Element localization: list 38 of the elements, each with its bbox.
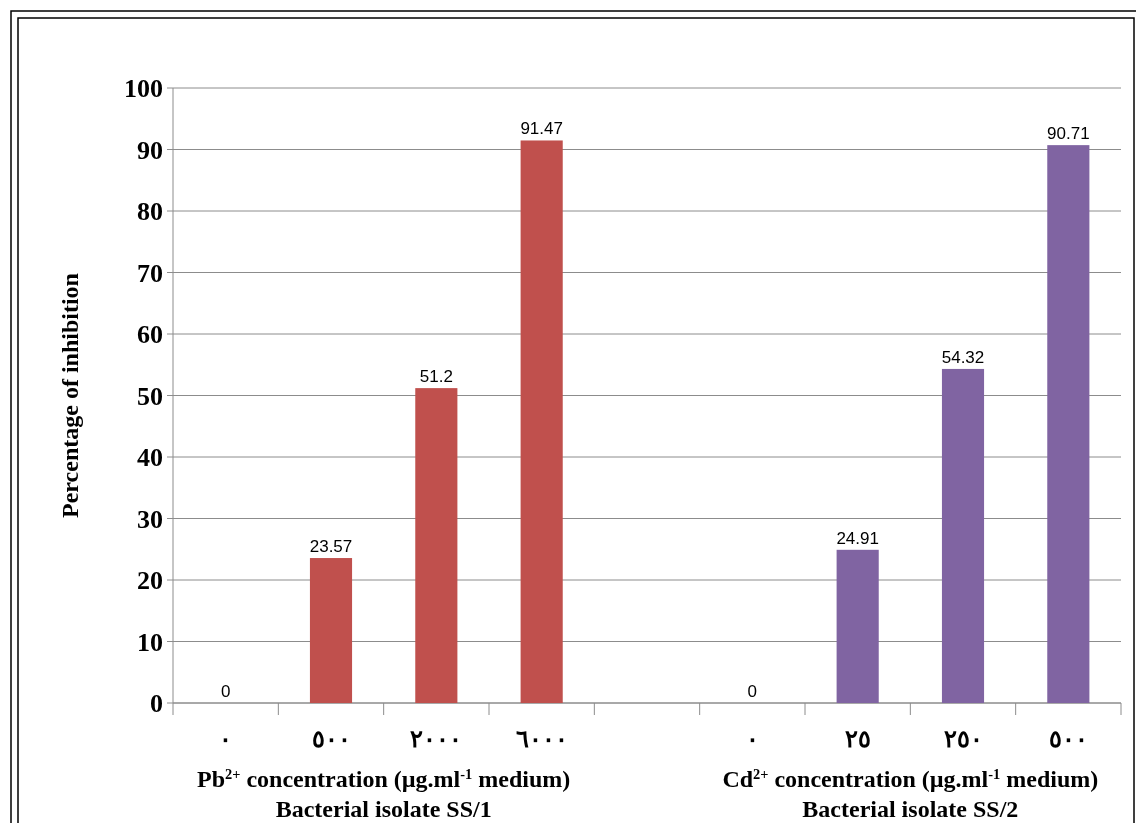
y-tick-label: 70 xyxy=(137,258,163,288)
y-tick-label: 100 xyxy=(124,74,163,104)
y-tick-label: 40 xyxy=(137,443,163,473)
data-label: 0 xyxy=(747,682,758,701)
text: Bacterial isolate SS/2 xyxy=(802,796,1019,822)
y-tick-label: 30 xyxy=(137,504,163,534)
data-label: 54.32 xyxy=(941,347,985,367)
data-label: 90.71 xyxy=(1047,124,1090,144)
text: Pb$^{2+}$ concentration (µg.ml$^{-1}$ medium) xyxy=(197,766,571,792)
x-tick-label: ٢٥٠ xyxy=(943,726,983,752)
data-label: 51.2 xyxy=(419,367,453,387)
y-tick-label: 0 xyxy=(150,689,163,719)
x-tick-label: ٥٠٠ xyxy=(1048,726,1088,752)
x-tick-label: ٠ xyxy=(219,726,233,752)
text: Bacterial isolate SS/1 xyxy=(275,796,492,822)
y-tick-label: 60 xyxy=(137,320,163,350)
data-label: 0 xyxy=(220,682,231,701)
y-tick-label: 20 xyxy=(137,566,163,596)
data-label: 91.47 xyxy=(520,119,563,139)
bar xyxy=(309,558,353,703)
bar xyxy=(415,388,458,703)
bar xyxy=(1047,145,1090,703)
y-tick-label: 90 xyxy=(137,135,163,165)
text: Cd$^{2+}$ concentration (µg.ml$^{-1}$ medium) xyxy=(722,766,1099,792)
y-tick-label: 10 xyxy=(137,627,163,657)
bar xyxy=(941,368,985,703)
data-label: 23.57 xyxy=(309,537,353,557)
data-label: 24.91 xyxy=(836,528,879,548)
x-tick-label: ٢٠٠٠ xyxy=(410,726,463,752)
x-tick-label: ٠ xyxy=(745,726,759,752)
bar xyxy=(520,140,563,703)
y-axis-title: Percentage of inhibition xyxy=(57,273,83,518)
x-tick-label: ٥٠٠ xyxy=(311,726,351,752)
bar xyxy=(836,549,879,703)
y-tick-label: 50 xyxy=(137,381,163,411)
x-tick-label: ٢٥ xyxy=(844,726,871,752)
x-tick-label: ٦٠٠٠ xyxy=(515,726,568,752)
y-tick-label: 80 xyxy=(137,197,163,227)
